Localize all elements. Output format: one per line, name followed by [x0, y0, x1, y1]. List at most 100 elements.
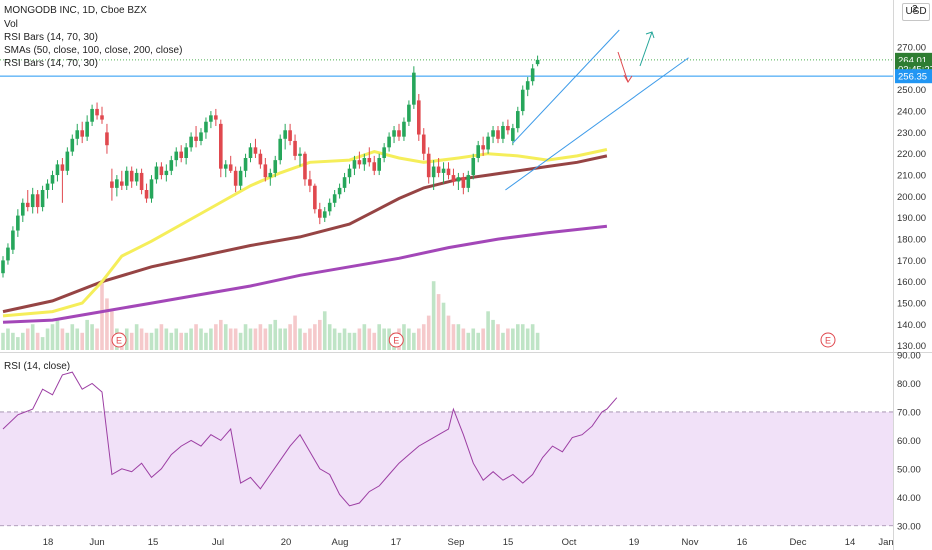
earnings-label: E [116, 336, 122, 346]
candle-body [11, 230, 15, 250]
price-tick-label: 140.00 [897, 320, 926, 331]
volume-bar [258, 324, 263, 350]
candle-body [456, 177, 461, 182]
x-tick-label: 15 [148, 537, 159, 548]
volume-bar [362, 324, 367, 350]
x-tick-label: Nov [682, 537, 699, 548]
volume-bar [456, 324, 461, 350]
candle-body [342, 177, 347, 188]
candle-body [238, 170, 243, 186]
volume-bar [466, 332, 471, 350]
candle-body [377, 158, 381, 171]
up-arrow-head [645, 31, 655, 39]
volume-bar [476, 332, 480, 350]
legend-smas[interactable]: SMAs (50, close, 100, close, 200, close) [4, 45, 183, 56]
volume-bar [6, 328, 10, 350]
candle-body [412, 72, 416, 105]
candle-body [402, 121, 406, 137]
candle-body [436, 166, 441, 173]
volume-bar [313, 324, 317, 350]
candle-body [25, 202, 30, 208]
volume-bar [144, 332, 149, 350]
volume-bar [263, 328, 268, 350]
legend-rsi-bars-2[interactable]: RSI Bars (14, 70, 30) [4, 58, 98, 69]
x-tick-label: 20 [281, 537, 292, 548]
volume-bar [491, 319, 495, 350]
price-tick-label: 240.00 [897, 107, 926, 118]
volume-bar [357, 328, 362, 350]
volume-bar [90, 324, 94, 350]
volume-bar [16, 337, 20, 350]
price-tick-label: 150.00 [897, 299, 926, 310]
x-tick-label: Aug [332, 537, 349, 548]
candle-body [278, 138, 282, 161]
x-tick-label: 16 [737, 537, 748, 548]
volume-bar [342, 328, 347, 350]
volume-bar [441, 302, 446, 350]
volume-bar [461, 328, 466, 350]
candle-body [209, 115, 213, 122]
candle-body [16, 215, 20, 231]
candle-body [535, 59, 540, 65]
volume-bar [45, 328, 50, 350]
volume-bar [486, 311, 490, 350]
candle-body [372, 162, 377, 171]
volume-bar [318, 319, 322, 350]
volume-bar [421, 324, 426, 350]
volume-bar [283, 328, 287, 350]
candle-body [491, 130, 495, 137]
candle-body [392, 130, 396, 137]
volume-bar [520, 324, 525, 350]
candle-body [115, 179, 119, 188]
volume-bar [372, 332, 377, 350]
candle-body [179, 151, 183, 158]
candle-body [243, 158, 248, 171]
candle-body [273, 160, 278, 173]
volume-bar [1, 332, 5, 350]
volume-bar [382, 328, 386, 350]
volume-bar [431, 281, 436, 350]
candle-body [139, 172, 144, 190]
earnings-circle [111, 332, 127, 348]
price-tick-label: 200.00 [897, 192, 926, 203]
x-tick-label: 15 [503, 537, 514, 548]
candle-body [199, 132, 203, 141]
candle-body [21, 202, 25, 216]
x-tick-label: 18 [43, 537, 54, 548]
volume-bar [248, 328, 253, 350]
candle-body [214, 115, 218, 120]
legend-rsi-bars[interactable]: RSI Bars (14, 70, 30) [4, 32, 98, 43]
price-badge-label: 256.35 [898, 72, 927, 83]
candle-body [189, 136, 193, 148]
volume-bar [129, 332, 134, 350]
candle-body [362, 158, 367, 165]
candle-body [387, 136, 391, 148]
volume-bar [417, 328, 421, 350]
candle-body [421, 134, 426, 154]
candle-body [318, 209, 322, 218]
currency-button[interactable]: USD [902, 3, 930, 21]
candle-body [511, 128, 515, 141]
candle-body [367, 158, 372, 163]
candle-body [496, 130, 500, 139]
candle-body [471, 158, 476, 176]
candle-body [90, 108, 94, 122]
candle-body [337, 187, 342, 195]
legend-volume[interactable]: Vol [4, 19, 18, 30]
candle-body [446, 168, 451, 176]
candle-body [194, 136, 198, 141]
volume-bar [288, 324, 292, 350]
rsi-band [0, 411, 893, 526]
volume-bar [516, 324, 520, 350]
earnings-circle [388, 332, 404, 348]
candle-body [308, 179, 312, 186]
candle-body [253, 147, 258, 154]
volume-bar [75, 328, 80, 350]
volume-bar [298, 328, 302, 350]
volume-bar [243, 324, 248, 350]
rsi-line [2, 371, 618, 507]
sma50-line [2, 148, 608, 318]
rsi-tick-label: 60.00 [897, 436, 921, 447]
rsi-tick-label: 50.00 [897, 464, 921, 475]
